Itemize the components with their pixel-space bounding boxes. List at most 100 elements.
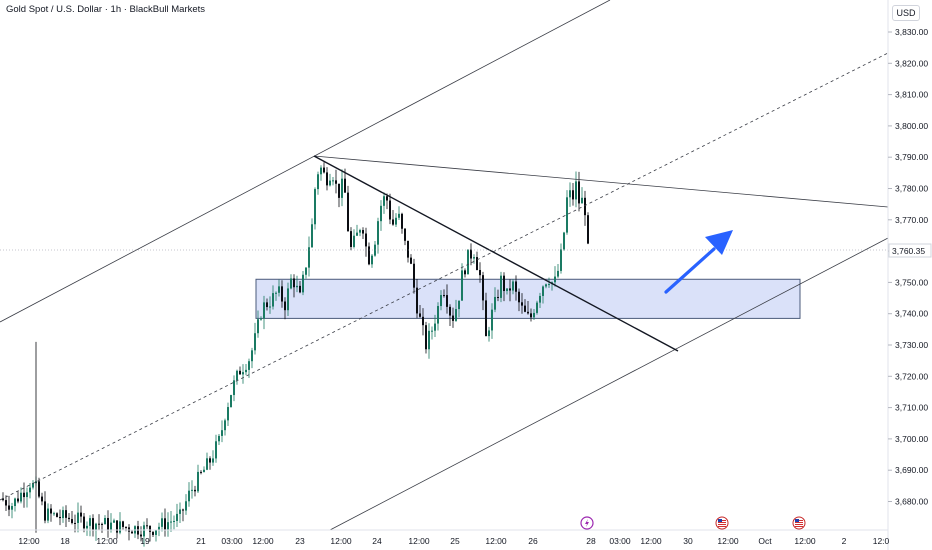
candle-body [170, 521, 172, 523]
candle-body [341, 178, 343, 198]
candle-body [233, 380, 235, 396]
time-tick-label: 28 [586, 536, 596, 546]
candle-body [245, 369, 247, 373]
candle-body [440, 295, 442, 307]
candle-body [332, 180, 334, 182]
time-tick-label: 18 [60, 536, 70, 546]
candle-body [158, 526, 160, 531]
candle-body [44, 501, 46, 521]
candle-body [371, 255, 373, 265]
candle-body [299, 285, 301, 293]
symbol-title[interactable]: Gold Spot / U.S. Dollar · 1h · BlackBull… [6, 4, 206, 15]
candle-body [311, 224, 313, 248]
us-flag-icon [715, 516, 729, 530]
candle-body [182, 509, 184, 511]
time-tick-label: 03:00 [609, 536, 631, 546]
time-tick-label: 12:00 [794, 536, 816, 546]
candle-body [335, 180, 337, 184]
candle-body [473, 257, 475, 259]
candle-body [437, 306, 439, 324]
candle-body [227, 407, 229, 421]
candle-body [41, 496, 43, 502]
candle-body [257, 319, 259, 334]
candle-body [293, 278, 295, 288]
candle-body [458, 300, 460, 310]
candle-body [38, 481, 40, 497]
time-tick-label: 12:00 [252, 536, 274, 546]
time-tick-label: Oct [758, 536, 772, 546]
candle-body [107, 517, 109, 531]
time-tick-label: 12:00 [717, 536, 739, 546]
price-tick-label: 3,740.00 [895, 309, 928, 319]
time-axis[interactable]: 12:00 18 12:00 19 21 03:00 12:00 23 12:00 24 12:00… [18, 536, 889, 546]
candle-body [287, 288, 289, 311]
candle-body [2, 498, 4, 501]
candle-body [584, 197, 586, 216]
candle-body [524, 305, 526, 312]
candle-body [47, 508, 49, 521]
candle-body [389, 200, 391, 220]
descending-trendline [313, 155, 679, 352]
candle-body [14, 498, 16, 507]
candle-body [581, 197, 583, 204]
candle-body [125, 526, 127, 528]
candle-body [329, 180, 331, 186]
event-icons [580, 516, 806, 530]
candle-body [281, 286, 283, 302]
candle-body [86, 525, 88, 529]
candle-body [8, 505, 10, 510]
candle-body [179, 509, 181, 514]
candle-body [449, 306, 451, 316]
candle-body [143, 525, 145, 537]
candle-body [506, 288, 508, 292]
candle-body [347, 192, 349, 232]
candle-body [29, 487, 31, 493]
candle-body [116, 520, 118, 533]
candle-body [26, 492, 28, 498]
us-flag-icon-stripe [718, 526, 726, 527]
candle-body [131, 531, 133, 534]
candle-body [17, 498, 19, 502]
candle-body [545, 284, 547, 287]
candle-body [50, 508, 52, 514]
candle-body [548, 284, 550, 286]
candle-body [56, 513, 58, 517]
candle-body [164, 518, 166, 530]
candle-body [314, 189, 316, 225]
candle-body [575, 181, 577, 200]
candle-body [485, 300, 487, 337]
candle-body [464, 270, 466, 275]
candle-body [248, 361, 250, 370]
candle-body [185, 501, 187, 511]
candle-body [455, 309, 457, 321]
candle-body [533, 312, 535, 318]
price-tick-label: 3,770.00 [895, 215, 928, 225]
candle-body [71, 519, 73, 523]
candle-body [197, 471, 199, 492]
candle-body [554, 276, 556, 283]
drawing-lines [0, 0, 889, 531]
candle-body [230, 395, 232, 408]
price-tick-label: 3,810.00 [895, 90, 928, 100]
candle-body [80, 512, 82, 517]
candle-body [356, 232, 358, 236]
candle-body [503, 275, 505, 292]
candle-body [122, 521, 124, 527]
candle-body [194, 489, 196, 492]
projection-arrow-head [705, 230, 733, 255]
candle-body [500, 275, 502, 298]
candle-body [320, 167, 322, 175]
time-tick-label: 12:00 [640, 536, 662, 546]
us-flag-icon-stripe [718, 522, 726, 523]
candle-body [428, 330, 430, 350]
time-tick-label: 12:00 [408, 536, 430, 546]
lightning-icon-bolt [585, 519, 589, 527]
candle-body [386, 196, 388, 201]
candle-body [344, 178, 346, 193]
price-tick-label: 3,730.00 [895, 340, 928, 350]
candle-body [176, 513, 178, 521]
candle-body [83, 516, 85, 529]
currency-button[interactable]: USD [892, 5, 920, 21]
candle-body [395, 217, 397, 225]
